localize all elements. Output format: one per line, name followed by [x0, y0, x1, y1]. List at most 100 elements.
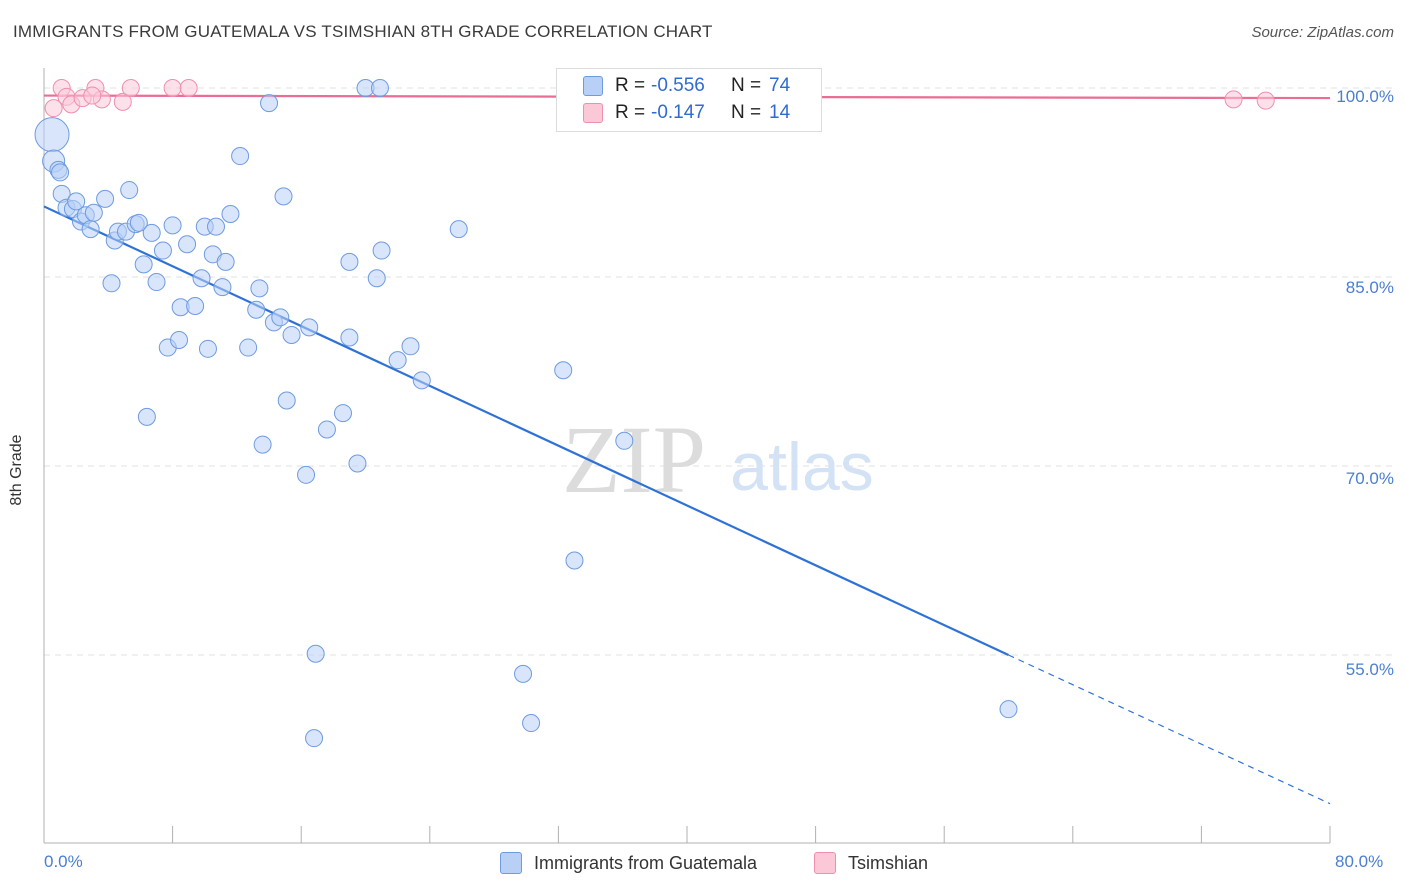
- data-point-guatemala: [170, 331, 189, 349]
- series-legend: Immigrants from Guatemala Tsimshian: [0, 852, 1406, 878]
- legend-swatch-pink: [583, 103, 603, 123]
- data-point-tsimshian: [121, 79, 140, 97]
- data-point-guatemala: [216, 252, 235, 271]
- data-point-guatemala: [388, 351, 407, 370]
- series-guatemala-points: [34, 79, 1018, 748]
- watermark-atlas: atlas: [730, 429, 874, 505]
- data-point-guatemala: [153, 241, 172, 260]
- data-point-guatemala: [260, 94, 279, 113]
- data-point-guatemala: [192, 269, 211, 288]
- data-point-guatemala: [198, 339, 217, 358]
- legend-label: Tsimshian: [848, 852, 929, 873]
- data-point-guatemala: [317, 420, 336, 439]
- watermark: ZIP atlas: [562, 406, 874, 513]
- chart-title: IMMIGRANTS FROM GUATEMALA VS TSIMSHIAN 8…: [13, 22, 713, 41]
- data-point-guatemala: [615, 431, 634, 450]
- data-point-guatemala: [554, 361, 573, 380]
- data-point-guatemala: [142, 223, 161, 242]
- data-point-guatemala: [274, 187, 293, 206]
- r-value: -0.556: [651, 75, 705, 96]
- data-point-guatemala: [231, 147, 250, 166]
- data-point-guatemala: [221, 205, 240, 223]
- data-point-guatemala: [96, 189, 115, 208]
- data-point-guatemala: [565, 551, 584, 570]
- x-tick-label: 80.0%: [1335, 852, 1384, 871]
- data-point-guatemala: [297, 465, 316, 484]
- data-point-guatemala: [340, 252, 359, 271]
- trend-line-guatemala-extension: [1008, 654, 1331, 805]
- axes: [43, 68, 1331, 844]
- data-point-guatemala: [134, 255, 153, 274]
- n-value: 14: [769, 102, 791, 123]
- data-point-tsimshian: [1256, 91, 1275, 110]
- data-point-guatemala: [367, 269, 386, 288]
- data-point-guatemala: [81, 220, 100, 239]
- data-point-guatemala: [412, 371, 431, 390]
- data-point-guatemala: [333, 404, 352, 423]
- data-point-tsimshian: [179, 79, 198, 97]
- y-tick-label: 70.0%: [1345, 469, 1394, 488]
- data-point-guatemala: [271, 308, 290, 327]
- data-point-guatemala: [305, 729, 324, 748]
- data-point-guatemala: [102, 274, 121, 293]
- n-label: N =: [731, 102, 762, 123]
- data-point-guatemala: [207, 217, 226, 236]
- data-point-guatemala: [213, 278, 232, 297]
- data-point-guatemala: [34, 117, 70, 153]
- y-tick-label: 55.0%: [1345, 660, 1394, 679]
- n-value: 74: [769, 75, 791, 96]
- data-point-guatemala: [372, 241, 391, 260]
- legend-swatch-pink: [814, 852, 836, 874]
- data-point-guatemala: [120, 181, 139, 200]
- series-tsimshian-points: [44, 79, 1275, 118]
- data-point-guatemala: [137, 407, 156, 426]
- data-point-guatemala: [522, 714, 541, 733]
- data-point-guatemala: [147, 273, 166, 292]
- data-point-guatemala: [67, 192, 86, 211]
- data-point-tsimshian: [1224, 90, 1243, 109]
- legend-item-tsimshian: Tsimshian: [814, 852, 928, 874]
- data-point-guatemala: [348, 454, 367, 473]
- data-point-guatemala: [401, 337, 420, 356]
- data-point-guatemala: [239, 338, 258, 357]
- data-point-guatemala: [306, 644, 325, 663]
- legend-label: Immigrants from Guatemala: [534, 852, 758, 873]
- n-label: N =: [731, 75, 762, 96]
- data-point-guatemala: [129, 213, 148, 232]
- data-point-guatemala: [84, 203, 103, 222]
- data-point-guatemala: [340, 328, 359, 347]
- legend-row-tsimshian: R = -0.147 N = 14: [583, 100, 790, 126]
- data-point-tsimshian: [83, 86, 102, 105]
- data-point-guatemala: [277, 391, 296, 410]
- data-point-guatemala: [514, 664, 533, 683]
- y-tick-label: 85.0%: [1345, 278, 1394, 297]
- data-point-tsimshian: [113, 92, 132, 111]
- y-axis-label: 8th Grade: [8, 434, 25, 506]
- r-label: R =: [615, 102, 646, 123]
- x-tick-label: 0.0%: [44, 852, 83, 871]
- data-point-guatemala: [250, 279, 269, 298]
- legend-row-guatemala: R = -0.556 N = 74: [583, 73, 790, 99]
- legend-swatch-blue: [583, 76, 603, 96]
- data-point-guatemala: [178, 235, 197, 254]
- data-point-guatemala: [253, 435, 272, 454]
- r-label: R =: [615, 75, 646, 96]
- stats-legend: R = -0.556 N = 74 R = -0.147 N = 14: [556, 68, 822, 132]
- data-point-guatemala: [300, 318, 319, 337]
- data-point-tsimshian: [44, 99, 63, 118]
- data-point-guatemala: [51, 163, 70, 182]
- data-point-guatemala: [999, 700, 1018, 719]
- data-point-guatemala: [186, 296, 205, 315]
- grid-lines: [44, 87, 1392, 656]
- r-value: -0.147: [651, 102, 705, 123]
- data-point-tsimshian: [163, 79, 182, 97]
- legend-item-guatemala: Immigrants from Guatemala: [500, 852, 757, 874]
- data-point-guatemala: [370, 79, 389, 97]
- data-point-guatemala: [247, 300, 266, 319]
- watermark-zip: ZIP: [562, 406, 706, 513]
- y-tick-label: 100.0%: [1336, 87, 1394, 106]
- source-label: Source: ZipAtlas.com: [1251, 24, 1394, 41]
- data-point-guatemala: [163, 216, 182, 235]
- legend-swatch-blue: [500, 852, 522, 874]
